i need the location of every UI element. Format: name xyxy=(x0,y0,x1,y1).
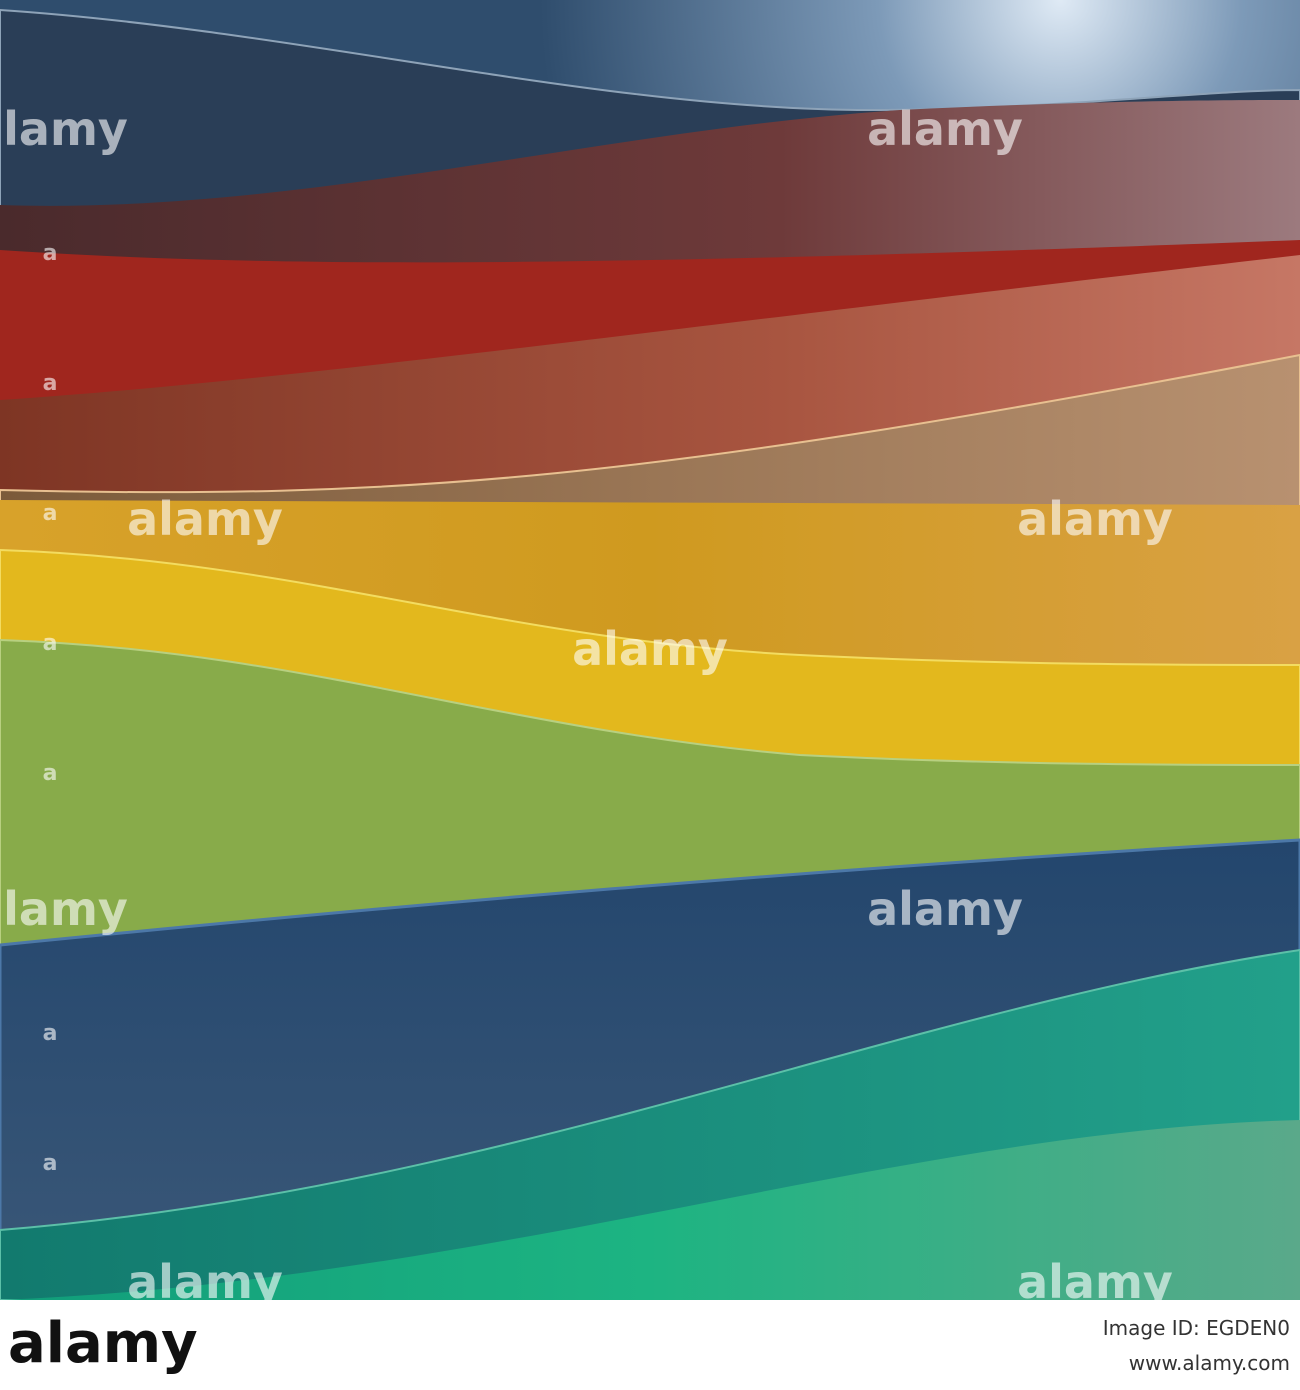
watermarks: alamyalamyalamyalamyalamyalamyalamyalamy… xyxy=(0,102,1173,1309)
image-id: Image ID: EGDEN0 xyxy=(1103,1316,1290,1340)
watermark-word: alamy xyxy=(0,882,128,936)
watermark-mark: a xyxy=(43,501,58,526)
waves xyxy=(0,0,1300,1302)
watermark-mark: a xyxy=(43,631,58,656)
footer-bar xyxy=(0,1300,1300,1390)
watermark-mark: a xyxy=(43,371,58,396)
watermark-word: alamy xyxy=(867,102,1023,156)
watermark-word: alamy xyxy=(1017,492,1173,546)
watermark-word: alamy xyxy=(572,622,728,676)
watermark-mark: a xyxy=(43,1021,58,1046)
watermark-mark: a xyxy=(43,761,58,786)
footer-url: www.alamy.com xyxy=(1129,1351,1290,1375)
footer-logo: alamy xyxy=(8,1311,198,1376)
watermark-word: alamy xyxy=(0,102,128,156)
watermark-word: alamy xyxy=(127,492,283,546)
watermark-mark: a xyxy=(43,241,58,266)
watermark-mark: a xyxy=(43,1151,58,1176)
watermark-word: alamy xyxy=(867,882,1023,936)
